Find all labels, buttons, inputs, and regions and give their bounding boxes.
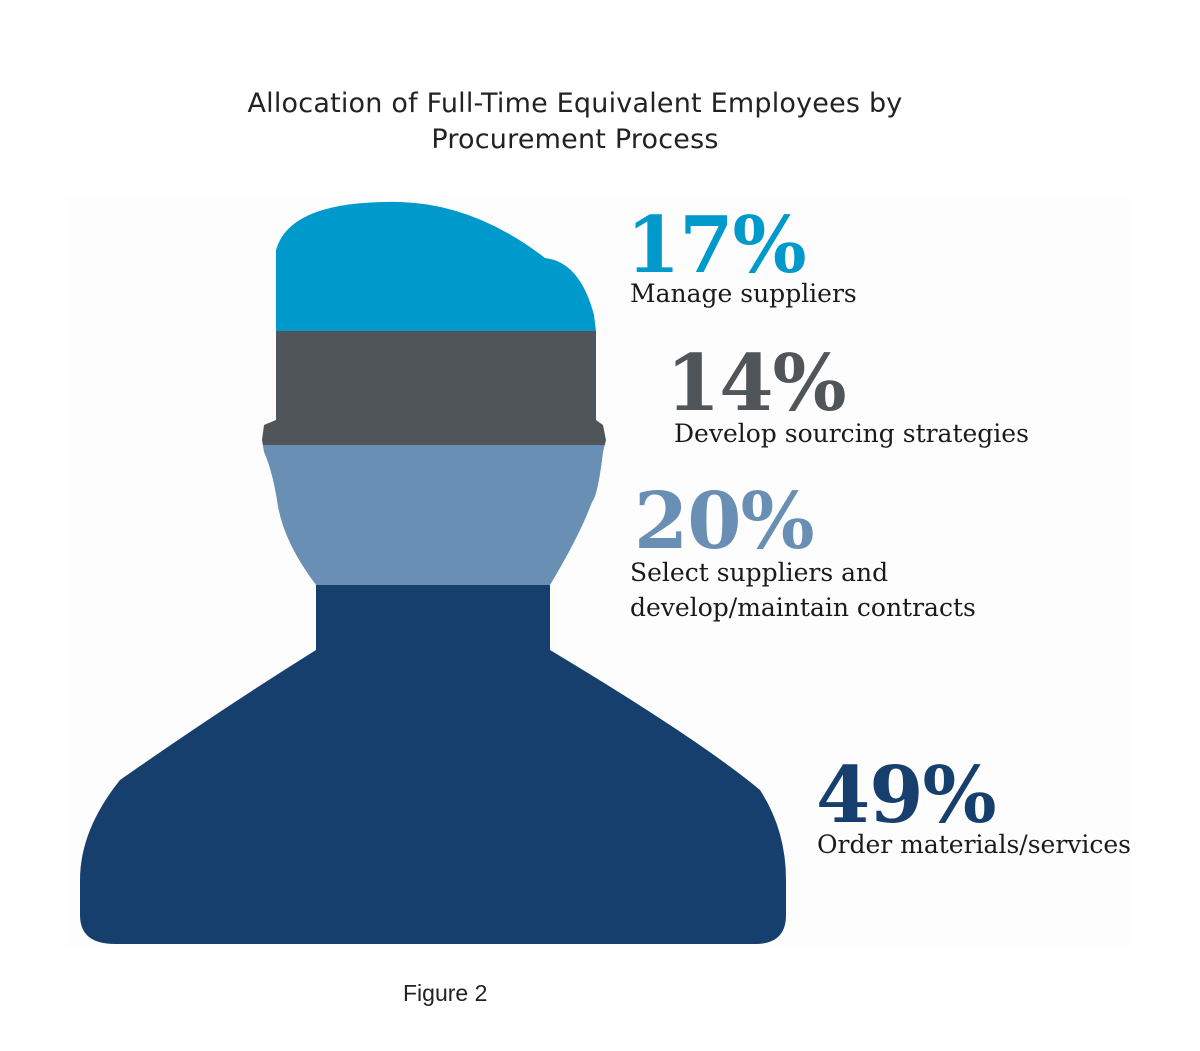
- segment-label-line: Develop sourcing strategies: [674, 419, 1029, 448]
- segment-label-line: Order materials/services: [817, 830, 1132, 859]
- segment-label-line: Select suppliers and: [630, 558, 889, 587]
- segment-label-order-materials: Order materials/services: [817, 827, 1131, 862]
- segment-label-develop-sourcing-strategies: Develop sourcing strategies: [674, 416, 1029, 451]
- segment-value-select-suppliers: 20%: [634, 476, 815, 567]
- figure-caption: Figure 2: [403, 980, 488, 1006]
- chart-title-line-1: Allocation of Full-Time Equivalent Emplo…: [247, 88, 903, 119]
- segment-band-manage-suppliers: [80, 201, 786, 331]
- segment-label-manage-suppliers: Manage suppliers: [630, 276, 857, 311]
- chart-title: Allocation of Full-Time Equivalent Emplo…: [0, 86, 1150, 158]
- segment-label-line: develop/maintain contracts: [630, 593, 976, 622]
- chart-title-line-2: Procurement Process: [431, 124, 719, 155]
- segment-band-order-materials: [80, 585, 786, 944]
- segment-label-line: Manage suppliers: [630, 279, 857, 308]
- segment-value-manage-suppliers: 17%: [626, 200, 807, 291]
- segment-label-select-suppliers: Select suppliers and develop/maintain co…: [630, 555, 976, 625]
- segment-band-select-suppliers: [80, 445, 786, 585]
- segment-value-order-materials: 49%: [816, 750, 997, 841]
- segment-value-develop-sourcing-strategies: 14%: [666, 338, 847, 429]
